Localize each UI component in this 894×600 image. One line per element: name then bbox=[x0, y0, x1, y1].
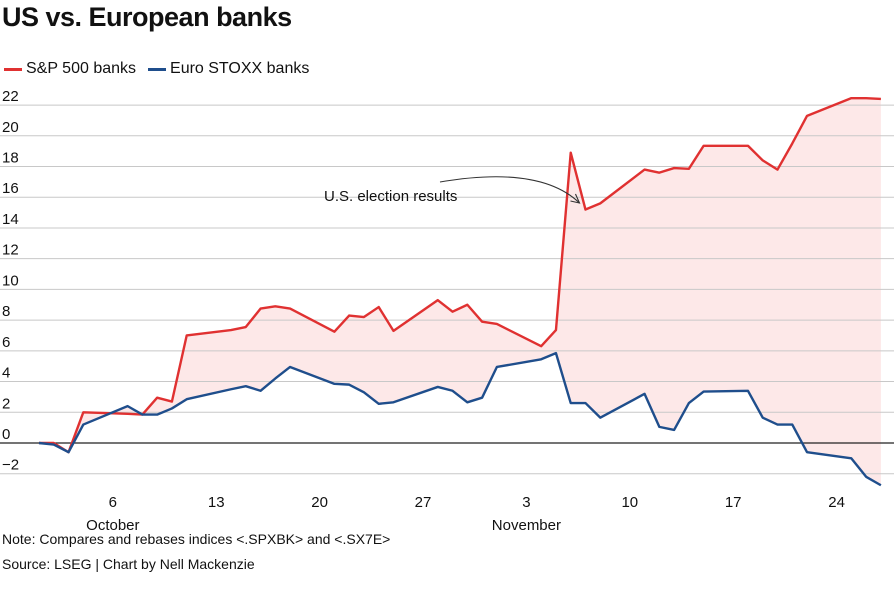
y-tick-label: 4 bbox=[2, 365, 10, 382]
x-tick-label: 13 bbox=[208, 494, 225, 511]
legend: S&P 500 banks Euro STOXX banks bbox=[4, 60, 309, 78]
x-month-label: October bbox=[86, 517, 139, 534]
x-tick-label: 10 bbox=[621, 494, 638, 511]
y-tick-label: 20 bbox=[2, 119, 19, 136]
y-tick-label: 14 bbox=[2, 211, 19, 228]
series-line-sp500 bbox=[39, 96, 881, 454]
chart-source: Source: LSEG | Chart by Nell Mackenzie bbox=[2, 556, 255, 572]
y-tick-label: 10 bbox=[2, 272, 19, 289]
x-tick-label: 6 bbox=[109, 494, 117, 511]
y-tick-label: 22 bbox=[2, 88, 19, 105]
chart-title: US vs. European banks bbox=[2, 2, 292, 32]
y-tick-label: 18 bbox=[2, 150, 19, 167]
legend-label: S&P 500 banks bbox=[26, 60, 137, 77]
x-tick-label: 27 bbox=[415, 494, 432, 511]
x-tick-label: 17 bbox=[725, 494, 742, 511]
y-tick-label: 16 bbox=[2, 180, 19, 197]
series-line-eurostoxx bbox=[38, 351, 882, 487]
y-tick-label: 8 bbox=[2, 303, 10, 320]
y-tick-label: 6 bbox=[2, 334, 10, 351]
legend-swatch bbox=[4, 67, 22, 71]
x-tick-label: 20 bbox=[311, 494, 328, 511]
y-tick-label: 0 bbox=[2, 426, 10, 443]
legend-item-eurostoxx: Euro STOXX banks bbox=[148, 60, 309, 78]
legend-item-sp500: S&P 500 banks bbox=[4, 60, 136, 78]
chart-note: Note: Compares and rebases indices <.SPX… bbox=[2, 531, 391, 547]
x-month-label: November bbox=[492, 517, 561, 534]
arrowhead-icon bbox=[570, 193, 581, 204]
x-tick-label: 24 bbox=[828, 494, 845, 511]
annotation-arrow bbox=[439, 176, 580, 204]
annotation-label: U.S. election results bbox=[324, 188, 457, 205]
y-tick-label: 2 bbox=[2, 395, 10, 412]
spread-fill bbox=[39, 98, 881, 486]
legend-swatch bbox=[148, 67, 167, 71]
legend-label: Euro STOXX banks bbox=[170, 60, 310, 77]
y-tick-label: −2 bbox=[2, 457, 19, 474]
y-tick-label: 12 bbox=[2, 242, 19, 259]
x-tick-label: 3 bbox=[522, 494, 530, 511]
